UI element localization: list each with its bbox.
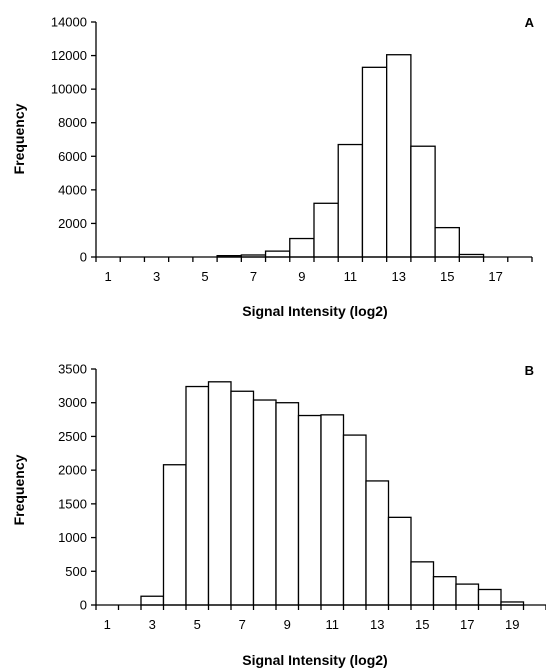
histogram-bar-b-3 bbox=[140, 595, 165, 606]
x-tick-label-b-11: 11 bbox=[326, 617, 340, 632]
histogram-bar-b-11 bbox=[320, 414, 345, 606]
x-tick-label-b-13: 13 bbox=[370, 617, 384, 632]
histogram-bar-b-6 bbox=[207, 381, 232, 606]
x-tick-label-b-1: 1 bbox=[104, 617, 111, 632]
y-tick-label-a-8000: 8000 bbox=[58, 115, 87, 130]
histogram-bar-b-17 bbox=[455, 583, 480, 606]
x-tick-label-a-3: 3 bbox=[153, 269, 160, 284]
x-tick-label-a-17: 17 bbox=[488, 269, 502, 284]
panel-b-x-axis-title: Signal Intensity (log2) bbox=[242, 652, 387, 668]
histogram-bar-b-15 bbox=[410, 561, 435, 606]
y-tick-label-a-0: 0 bbox=[80, 250, 87, 265]
y-tick-label-b-3000: 3000 bbox=[58, 395, 87, 410]
y-tick-label-a-10000: 10000 bbox=[51, 82, 87, 97]
histogram-bar-a-9 bbox=[289, 237, 315, 258]
x-tick-label-b-7: 7 bbox=[239, 617, 246, 632]
y-tick-label-b-1000: 1000 bbox=[58, 530, 87, 545]
histogram-bar-b-18 bbox=[477, 588, 502, 606]
histogram-bar-b-16 bbox=[432, 576, 457, 606]
x-tick-label-b-5: 5 bbox=[194, 617, 201, 632]
histogram-bar-b-8 bbox=[252, 399, 277, 606]
y-tick-label-b-1500: 1500 bbox=[58, 496, 87, 511]
panel-b-label: B bbox=[525, 363, 534, 378]
histogram-bar-b-13 bbox=[365, 480, 390, 606]
x-tick-label-a-5: 5 bbox=[201, 269, 208, 284]
panel-b-y-axis-title: Frequency bbox=[11, 454, 27, 525]
y-tick-label-b-500: 500 bbox=[65, 564, 87, 579]
y-tick-label-b-2500: 2500 bbox=[58, 429, 87, 444]
x-tick-label-a-9: 9 bbox=[298, 269, 305, 284]
y-tick-label-a-2000: 2000 bbox=[58, 216, 87, 231]
histogram-bar-b-4 bbox=[162, 464, 187, 606]
panel-a-x-axis-title: Signal Intensity (log2) bbox=[242, 303, 387, 319]
x-tick-label-b-3: 3 bbox=[149, 617, 156, 632]
bars-panel-b bbox=[140, 381, 525, 606]
panel-a-label: A bbox=[525, 15, 535, 30]
y-tick-label-a-14000: 14000 bbox=[51, 15, 87, 30]
x-tick-label-a-11: 11 bbox=[344, 269, 358, 284]
histogram-bar-b-9 bbox=[275, 402, 300, 606]
x-tick-label-b-17: 17 bbox=[460, 617, 474, 632]
y-tick-label-b-0: 0 bbox=[80, 598, 87, 613]
histogram-bar-a-8 bbox=[264, 250, 291, 258]
histogram-bar-a-10 bbox=[313, 202, 339, 258]
histogram-bar-a-14 bbox=[410, 145, 436, 258]
y-tick-label-a-4000: 4000 bbox=[58, 182, 87, 197]
y-tick-label-b-3500: 3500 bbox=[58, 362, 87, 377]
histogram-bar-b-7 bbox=[230, 390, 255, 606]
histogram-bar-b-10 bbox=[297, 414, 322, 606]
panel-a-y-axis-title: Frequency bbox=[11, 103, 27, 174]
x-tick-label-b-19: 19 bbox=[505, 617, 519, 632]
histogram-bar-b-12 bbox=[342, 434, 367, 606]
x-tick-label-b-15: 15 bbox=[415, 617, 429, 632]
histogram-bar-a-12 bbox=[361, 66, 388, 258]
x-tick-label-a-7: 7 bbox=[250, 269, 257, 284]
histogram-bar-a-13 bbox=[386, 54, 412, 258]
y-tick-label-a-12000: 12000 bbox=[51, 48, 87, 63]
histogram-bar-a-11 bbox=[337, 143, 364, 258]
y-tick-label-a-6000: 6000 bbox=[58, 149, 87, 164]
x-tick-label-a-13: 13 bbox=[392, 269, 406, 284]
histogram-bar-b-14 bbox=[387, 516, 412, 606]
x-tick-label-a-15: 15 bbox=[440, 269, 454, 284]
x-tick-label-a-1: 1 bbox=[104, 269, 111, 284]
x-tick-label-b-9: 9 bbox=[284, 617, 291, 632]
histogram-bar-b-5 bbox=[185, 385, 210, 606]
bars-panel-a bbox=[216, 54, 485, 258]
y-tick-label-b-2000: 2000 bbox=[58, 463, 87, 478]
histogram-bar-a-15 bbox=[434, 226, 460, 258]
